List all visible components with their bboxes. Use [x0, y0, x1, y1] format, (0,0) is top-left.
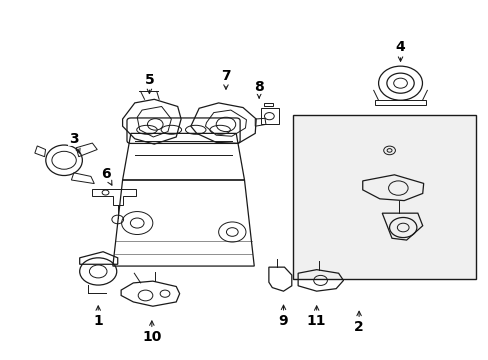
- Text: 6: 6: [101, 167, 112, 185]
- Text: 5: 5: [144, 73, 154, 94]
- Text: 7: 7: [221, 69, 230, 89]
- Text: 4: 4: [395, 40, 405, 61]
- Text: 10: 10: [142, 321, 161, 344]
- Text: 2: 2: [353, 311, 363, 334]
- Text: 11: 11: [306, 306, 326, 328]
- Text: 1: 1: [93, 306, 103, 328]
- Bar: [293, 116, 475, 279]
- Text: 9: 9: [278, 305, 288, 328]
- Text: 8: 8: [254, 80, 264, 98]
- Text: 3: 3: [69, 132, 80, 153]
